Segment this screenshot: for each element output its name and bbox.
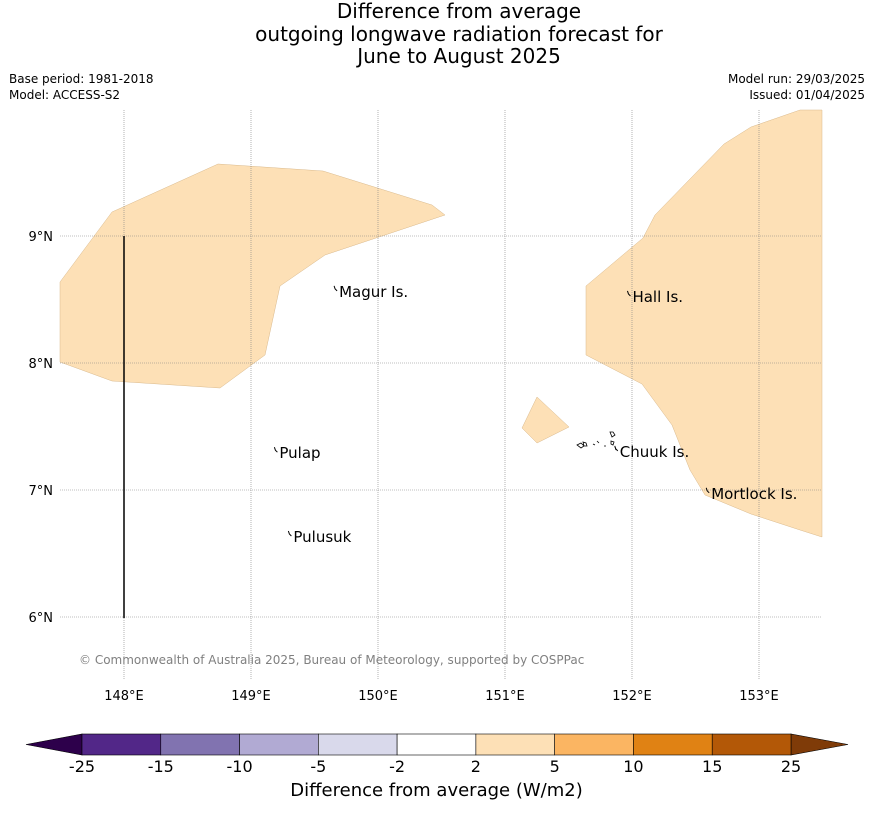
colorbar-tick-label: 5 xyxy=(550,757,560,776)
colorbar: -25 -15 -10 -5 -2 2 5 10 15 25 xyxy=(25,733,849,776)
title-line-1: Difference from average xyxy=(336,0,582,23)
island-mark xyxy=(333,285,338,292)
lat-tick-label: 6°N xyxy=(29,611,54,626)
lon-tick-label: 152°E xyxy=(612,689,652,704)
copyright-notice: © Commonwealth of Australia 2025, Bureau… xyxy=(79,653,585,667)
longitude-labels: 148°E 149°E 150°E 151°E 152°E 153°E xyxy=(104,689,779,704)
colorbar-swatch xyxy=(475,733,555,756)
island-mark xyxy=(705,487,710,494)
colorbar-tick-label: 15 xyxy=(702,757,722,776)
meta-right: Model run: 29/03/2025 Issued: 01/04/2025 xyxy=(728,71,865,103)
model-name: Model: ACCESS-S2 xyxy=(9,88,121,102)
colorbar-swatch xyxy=(633,733,713,756)
colorbar-tick-label: -25 xyxy=(69,757,95,776)
colorbar-tick-label: -5 xyxy=(310,757,326,776)
island-mark xyxy=(626,290,631,297)
colorbar-swatch xyxy=(239,733,319,756)
latitude-labels: 9°N 8°N 7°N 6°N xyxy=(29,230,54,626)
colorbar-tick-label: -10 xyxy=(226,757,252,776)
chuuk-lagoon-islands xyxy=(576,431,617,451)
base-period: Base period: 1981-2018 xyxy=(9,72,154,86)
lon-tick-label: 150°E xyxy=(358,689,398,704)
model-run: Model run: 29/03/2025 xyxy=(727,72,865,86)
shaded-region-small xyxy=(521,396,570,444)
shaded-regions xyxy=(59,109,823,538)
place-label: Magur Is. xyxy=(339,283,408,301)
issued-date: Issued: 01/04/2025 xyxy=(749,88,865,102)
colorbar-swatch xyxy=(160,733,240,756)
colorbar-swatch xyxy=(318,733,398,756)
lat-tick-label: 8°N xyxy=(29,357,54,372)
island-mark xyxy=(273,447,278,453)
place-label: Pulusuk xyxy=(293,528,351,546)
shaded-region-west xyxy=(59,163,446,389)
colorbar-swatch xyxy=(396,733,477,756)
place-label: Hall Is. xyxy=(632,288,683,306)
colorbar-swatch xyxy=(711,733,792,756)
colorbar-tick-label: -15 xyxy=(148,757,174,776)
lon-tick-label: 151°E xyxy=(485,689,525,704)
lat-tick-label: 9°N xyxy=(29,230,54,245)
island-outlines xyxy=(576,431,617,451)
colorbar-under-arrow xyxy=(25,733,83,756)
lon-tick-label: 148°E xyxy=(104,689,144,704)
title-line-3: June to August 2025 xyxy=(357,44,561,68)
colorbar-swatch xyxy=(81,733,162,756)
shaded-region-east xyxy=(585,109,823,538)
lon-tick-label: 149°E xyxy=(231,689,271,704)
chart-title: Difference from average outgoing longwav… xyxy=(0,0,873,68)
place-label: Pulap xyxy=(279,444,320,462)
lon-tick-label: 153°E xyxy=(739,689,779,704)
place-labels: Magur Is. Hall Is. Pulap Chuuk Is. Mortlock … xyxy=(273,283,797,546)
colorbar-title: Difference from average (W/m2) xyxy=(290,780,583,801)
meta-left: Base period: 1981-2018 Model: ACCESS-S2 xyxy=(9,71,154,103)
place-label: Mortlock Is. xyxy=(711,485,797,503)
colorbar-swatch xyxy=(554,733,634,756)
colorbar-tick-label: 25 xyxy=(781,757,801,776)
place-label: Chuuk Is. xyxy=(620,443,689,461)
colorbar-tick-label: 2 xyxy=(471,757,481,776)
colorbar-tick-label: -2 xyxy=(389,757,405,776)
colorbar-tick-label: 10 xyxy=(623,757,643,776)
island-mark xyxy=(287,530,292,537)
colorbar-over-arrow xyxy=(790,733,849,756)
lat-tick-label: 7°N xyxy=(29,484,54,499)
island-mark xyxy=(614,445,619,452)
title-line-2: outgoing longwave radiation forecast for xyxy=(255,21,663,46)
